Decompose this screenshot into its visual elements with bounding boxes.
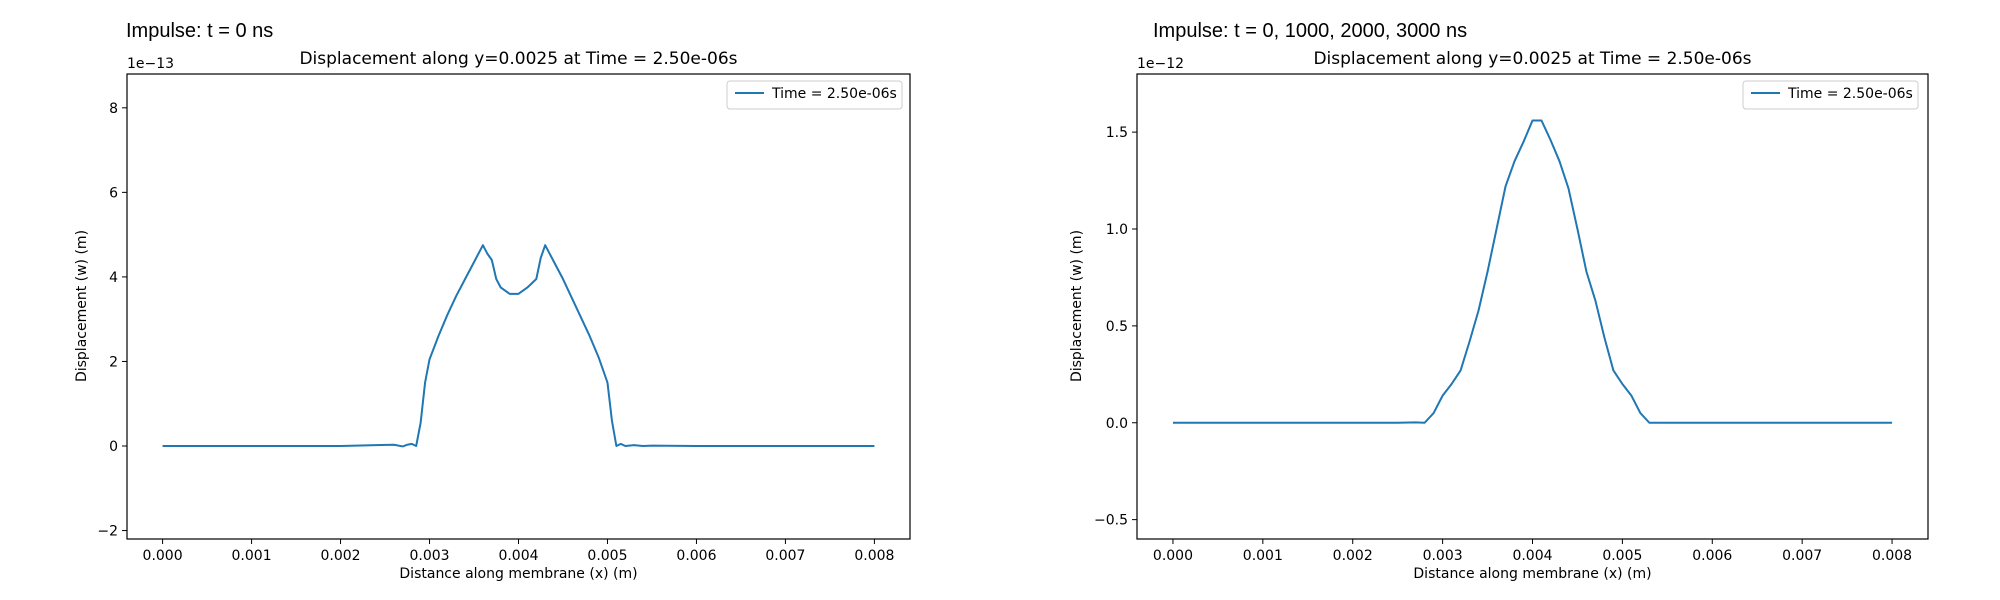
x-tick-label: 0.002 [320, 548, 360, 564]
plot-frame [126, 73, 911, 540]
legend-box [726, 80, 903, 110]
series-line [1172, 119, 1893, 424]
chart-panel-left: Impulse: t = 0 ns Displacement along y=0… [74, 20, 911, 582]
legend-label: Time = 2.50e-06s [1787, 86, 1913, 102]
chart-title: Displacement along y=0.0025 at Time = 2.… [299, 49, 737, 69]
legend-label: Time = 2.50e-06s [771, 86, 897, 102]
axis-ticks: 0.000 0.001 0.002 0.003 0.004 0.005 0.006 0.007… [97, 101, 894, 564]
y-tick-label: 1.0 [1106, 222, 1128, 238]
axis-ticks: 0.000 0.001 0.002 0.003 0.004 0.005 0.006 0.007… [1094, 125, 1912, 564]
x-tick-label: 0.004 [1512, 548, 1552, 564]
y-tick-label: 0 [109, 439, 118, 455]
x-tick-label: 0.007 [765, 548, 805, 564]
legend: Time = 2.50e-06s [726, 80, 903, 110]
chart-panel-right: Impulse: t = 0, 1000, 2000, 3000 ns Disp… [1000, 0, 2000, 600]
x-tick-label: 0.006 [1692, 548, 1732, 564]
panel-heading: Impulse: t = 0, 1000, 2000, 3000 ns [1153, 20, 1468, 42]
y-tick-label: 4 [109, 270, 118, 286]
x-axis-label: Distance along membrane (x) (m) [1413, 566, 1651, 582]
y-offset-text: 1e−12 [1137, 56, 1184, 72]
panel-heading: Impulse: t = 0 ns [126, 20, 274, 42]
x-tick-label: 0.004 [498, 548, 538, 564]
legend-box [1742, 80, 1919, 110]
y-tick-label: 1.5 [1106, 125, 1128, 141]
line-chart-left: Displacement along y=0.0025 at Time = 2.… [74, 49, 911, 582]
y-tick-label: 0.0 [1106, 416, 1128, 432]
x-tick-label: 0.008 [854, 548, 894, 564]
series-line [162, 244, 875, 448]
y-tick-label: 8 [109, 101, 118, 117]
y-axis-label: Displacement (w) (m) [1069, 230, 1085, 382]
line-chart-right: Displacement along y=0.0025 at Time = 2.… [1069, 49, 1929, 582]
y-tick-label: 2 [109, 354, 118, 370]
y-tick-label: 0.5 [1106, 319, 1128, 335]
x-tick-label: 0.005 [1602, 548, 1642, 564]
x-tick-label: 0.003 [409, 548, 449, 564]
x-tick-label: 0.002 [1333, 548, 1373, 564]
series-lines [162, 244, 875, 448]
x-tick-label: 0.001 [1243, 548, 1283, 564]
x-tick-label: 0.006 [676, 548, 716, 564]
y-tick-label: 6 [109, 185, 118, 201]
x-tick-label: 0.005 [587, 548, 627, 564]
legend: Time = 2.50e-06s [1742, 80, 1919, 110]
y-axis-label: Displacement (w) (m) [74, 230, 90, 382]
x-tick-label: 0.001 [232, 548, 272, 564]
x-tick-label: 0.003 [1423, 548, 1463, 564]
y-tick-label: −0.5 [1094, 513, 1128, 529]
plot-frame [1136, 73, 1929, 540]
chart-title: Displacement along y=0.0025 at Time = 2.… [1313, 49, 1751, 69]
y-offset-text: 1e−13 [127, 56, 174, 72]
x-axis-label: Distance along membrane (x) (m) [399, 566, 637, 582]
x-tick-label: 0.000 [143, 548, 183, 564]
y-tick-label: −2 [97, 524, 118, 540]
x-tick-label: 0.008 [1872, 548, 1912, 564]
x-tick-label: 0.000 [1153, 548, 1193, 564]
x-tick-label: 0.007 [1782, 548, 1822, 564]
series-lines [1172, 119, 1893, 424]
